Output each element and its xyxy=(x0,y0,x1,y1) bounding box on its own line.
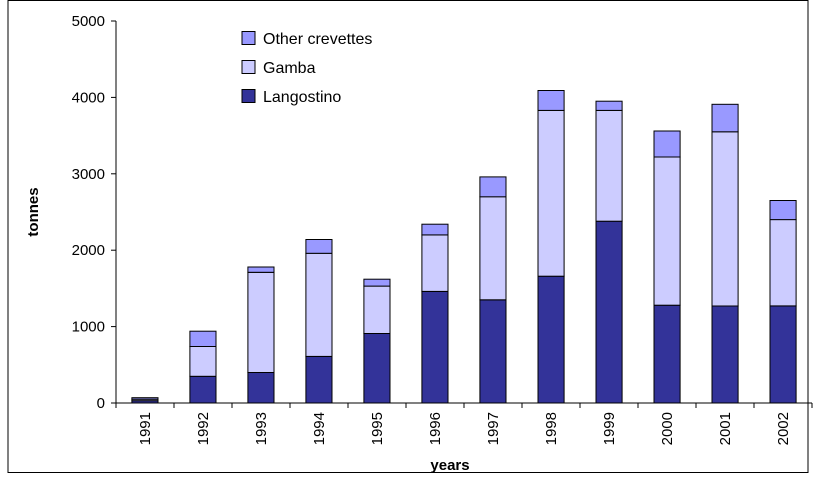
y-tick-label: 5000 xyxy=(72,13,105,30)
axes-layer: 0 1000 2000 3000 4000 5000 1991 1992 1993 1994 199… xyxy=(72,13,813,445)
x-axis-title: years xyxy=(430,457,469,474)
y-tick-label: 0 xyxy=(97,395,105,412)
bar-gamba-2001 xyxy=(711,131,739,307)
bar-gamba-1998 xyxy=(537,109,565,277)
x-tick-label-1994: 1994 xyxy=(311,412,328,445)
legend-swatch-langostino xyxy=(241,89,256,103)
y-tick-label: 1000 xyxy=(72,319,105,336)
bar-other-crevettes-1997 xyxy=(479,176,507,198)
legend-label-langostino: Langostino xyxy=(263,89,341,106)
x-tick-label-1996: 1996 xyxy=(427,412,444,445)
bar-other-crevettes-1998 xyxy=(537,90,565,111)
bar-other-crevettes-1996 xyxy=(421,223,449,236)
x-tick-label-1992: 1992 xyxy=(195,412,212,445)
bar-langostino-2001 xyxy=(711,305,739,404)
bar-langostino-1995 xyxy=(363,333,391,404)
x-tick-label-1993: 1993 xyxy=(253,412,270,445)
legend: Other crevettes Gamba Langostino xyxy=(241,31,372,106)
bar-gamba-1993 xyxy=(247,271,275,373)
bar-langostino-1994 xyxy=(305,355,333,404)
bar-langostino-2000 xyxy=(653,304,681,404)
legend-label-gamba: Gamba xyxy=(263,60,316,77)
bar-other-crevettes-1993 xyxy=(247,266,275,273)
y-tick-label: 3000 xyxy=(72,166,105,183)
bar-gamba-1995 xyxy=(363,285,391,335)
chart-border xyxy=(7,0,809,473)
bar-gamba-1997 xyxy=(479,196,507,301)
bar-gamba-2002 xyxy=(769,219,797,307)
bar-other-crevettes-1994 xyxy=(305,239,333,254)
bar-other-crevettes-2001 xyxy=(711,103,739,133)
legend-swatch-other-crevettes xyxy=(241,31,256,45)
bar-gamba-1994 xyxy=(305,252,333,357)
x-tick-label-1999: 1999 xyxy=(601,412,618,445)
bar-other-crevettes-1991 xyxy=(131,397,159,400)
bar-langostino-2002 xyxy=(769,305,797,404)
bars-layer xyxy=(131,90,797,404)
x-tick-label-2001: 2001 xyxy=(717,412,734,445)
bar-gamba-2000 xyxy=(653,156,681,306)
bar-gamba-1999 xyxy=(595,109,623,222)
legend-label-other-crevettes: Other crevettes xyxy=(263,31,372,48)
bar-other-crevettes-2000 xyxy=(653,130,681,158)
bar-langostino-1999 xyxy=(595,220,623,404)
bar-langostino-1996 xyxy=(421,291,449,404)
x-tick-label-1991: 1991 xyxy=(137,412,154,445)
bar-gamba-1992 xyxy=(189,346,217,377)
bar-langostino-1993 xyxy=(247,371,275,404)
bar-other-crevettes-1992 xyxy=(189,330,217,348)
bar-other-crevettes-1999 xyxy=(595,100,623,111)
x-tick-label-2000: 2000 xyxy=(659,412,676,445)
x-tick-label-2002: 2002 xyxy=(775,412,792,445)
legend-swatch-gamba xyxy=(241,60,256,74)
bar-langostino-1998 xyxy=(537,275,565,404)
bar-other-crevettes-1995 xyxy=(363,278,391,287)
y-tick-label: 2000 xyxy=(72,242,105,259)
bar-other-crevettes-2002 xyxy=(769,200,797,221)
x-tick-label-1995: 1995 xyxy=(369,412,386,445)
bar-langostino-1992 xyxy=(189,375,217,404)
bar-gamba-1996 xyxy=(421,234,449,292)
x-tick-label-1998: 1998 xyxy=(543,412,560,445)
y-axis-title: tonnes xyxy=(25,187,42,236)
x-tick-label-1997: 1997 xyxy=(485,412,502,445)
bar-langostino-1997 xyxy=(479,299,507,404)
y-tick-label: 4000 xyxy=(72,89,105,106)
